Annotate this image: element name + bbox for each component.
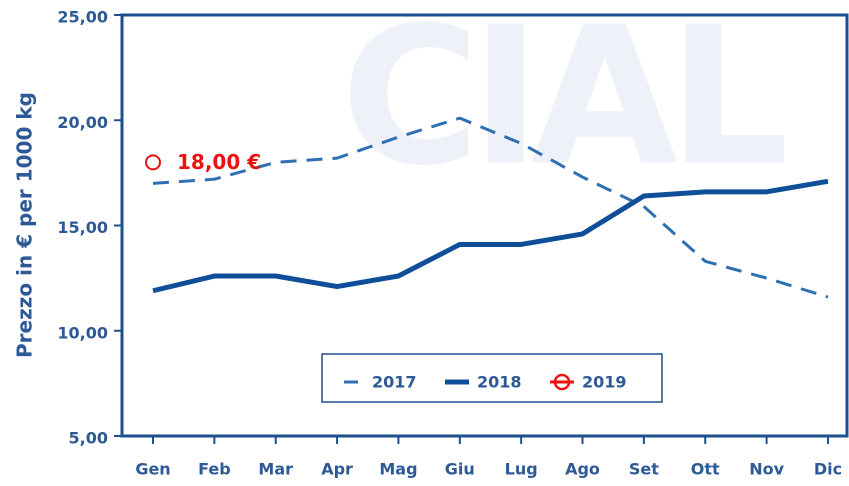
x-tick-label: Giu xyxy=(445,460,475,479)
y-tick-label: 25,00 xyxy=(57,8,108,27)
legend-box xyxy=(321,353,663,403)
x-tick-label: Apr xyxy=(321,460,353,479)
x-tick-label: Gen xyxy=(135,460,170,479)
legend-label: 2019 xyxy=(582,373,627,392)
y-tick-label: 10,00 xyxy=(57,323,108,342)
series-line xyxy=(152,178,829,294)
y-tick-label: 15,00 xyxy=(57,218,108,237)
x-tick-label: Dic xyxy=(814,460,842,479)
x-tick-label: Mar xyxy=(258,460,293,479)
y-tick-label: 5,00 xyxy=(69,429,108,448)
series-line xyxy=(152,116,829,299)
point-marker xyxy=(145,154,161,171)
y-tick-label: 20,00 xyxy=(57,113,108,132)
x-tick-label: Set xyxy=(629,460,659,479)
legend-label: 2018 xyxy=(477,373,522,392)
x-tick-label: Ott xyxy=(691,460,720,479)
x-tick-label: Lug xyxy=(505,460,538,479)
x-tick-label: Feb xyxy=(198,460,231,479)
legend-label: 2017 xyxy=(372,373,417,392)
x-tick-label: Ago xyxy=(565,460,600,479)
legend: 2017 2018 2019 xyxy=(321,353,663,403)
value-label: 18,00 € xyxy=(177,150,261,174)
y-axis-label: Prezzo in € per 1000 kg xyxy=(13,92,37,358)
x-tick-label: Nov xyxy=(749,460,784,479)
x-tick-label: Mag xyxy=(379,460,417,479)
watermark: CIAL xyxy=(341,0,784,207)
